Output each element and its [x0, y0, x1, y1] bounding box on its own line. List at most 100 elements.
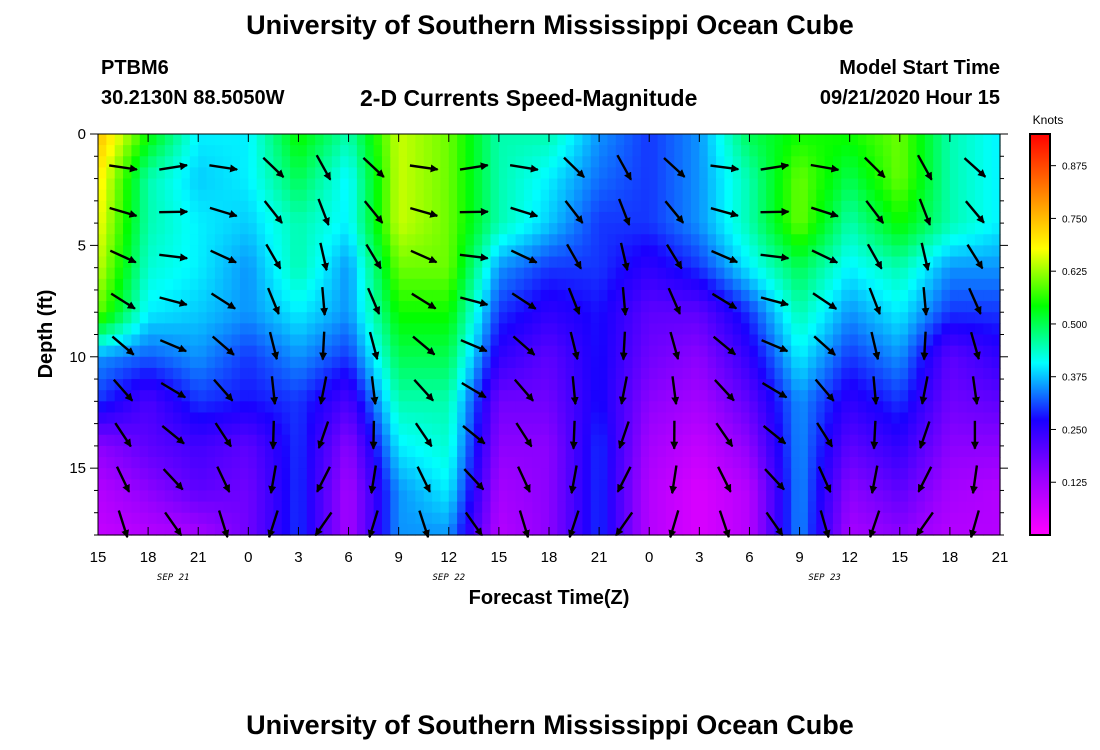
- heatmap-cell: [966, 223, 976, 235]
- heatmap-cell: [281, 211, 291, 224]
- heatmap-cell: [649, 367, 659, 380]
- heatmap-cell: [348, 189, 358, 202]
- heatmap-cell: [432, 423, 442, 436]
- x-tick-label: 15: [891, 549, 908, 566]
- heatmap-cell: [716, 457, 725, 469]
- heatmap-cell: [473, 278, 483, 291]
- heatmap-cell: [273, 401, 283, 414]
- heatmap-cell: [123, 468, 133, 480]
- heatmap-cell: [707, 289, 717, 302]
- heatmap-cell: [390, 345, 400, 358]
- current-arrow: [317, 198, 330, 226]
- heatmap-cell: [649, 390, 659, 402]
- heatmap-cell: [123, 178, 133, 191]
- heatmap-cell: [348, 445, 358, 458]
- heatmap-cell: [874, 289, 884, 302]
- heatmap-cell: [649, 289, 659, 302]
- heatmap-cell: [173, 356, 183, 369]
- heatmap-cell: [615, 145, 625, 157]
- heatmap-cell: [966, 312, 976, 324]
- heatmap-cell: [824, 423, 834, 436]
- heatmap-cell: [582, 390, 592, 402]
- heatmap-cell: [599, 289, 609, 302]
- heatmap-cell: [515, 301, 525, 313]
- current-arrow: [461, 381, 487, 399]
- heatmap-cell: [398, 301, 408, 313]
- heatmap-cell: [231, 245, 241, 258]
- heatmap-cell: [908, 356, 918, 369]
- heatmap-cell: [482, 223, 492, 235]
- heatmap-cell: [707, 434, 717, 447]
- heatmap-cell: [173, 367, 183, 380]
- heatmap-cell: [974, 200, 984, 213]
- heatmap-cell: [741, 379, 751, 391]
- heatmap-cell: [181, 434, 191, 447]
- heatmap-cell: [866, 512, 876, 525]
- heatmap-cell: [774, 490, 784, 503]
- heatmap-cell: [306, 189, 316, 202]
- heatmap-cell: [757, 323, 767, 336]
- heatmap-cell: [256, 512, 266, 525]
- heatmap-cell: [649, 523, 659, 536]
- heatmap-cell: [473, 379, 483, 391]
- heatmap-cell: [832, 278, 842, 291]
- heatmap-cell: [983, 490, 993, 503]
- heatmap-cell: [473, 445, 483, 458]
- heatmap-cell: [557, 156, 567, 169]
- heatmap-cell: [849, 412, 859, 425]
- heatmap-cell: [490, 501, 500, 514]
- heatmap-cell: [482, 457, 492, 469]
- heatmap-cell: [323, 468, 333, 480]
- heatmap-cell: [482, 390, 492, 402]
- heatmap-cell: [690, 211, 700, 224]
- heatmap-cell: [649, 223, 659, 235]
- heatmap-cell: [707, 512, 717, 525]
- heatmap-cell: [181, 189, 191, 202]
- heatmap-cell: [682, 479, 692, 492]
- heatmap-cell: [482, 468, 492, 480]
- heatmap-cell: [448, 134, 458, 146]
- heatmap-cell: [891, 211, 901, 224]
- heatmap-cell: [98, 223, 107, 235]
- heatmap-cell: [657, 289, 667, 302]
- heatmap-cell: [941, 278, 951, 291]
- heatmap-cell: [615, 134, 625, 146]
- heatmap-cell: [949, 445, 959, 458]
- heatmap-cell: [749, 256, 759, 269]
- heatmap-cell: [757, 167, 767, 180]
- heatmap-cell: [615, 356, 625, 369]
- heatmap-cell: [498, 512, 508, 525]
- heatmap-cell: [707, 323, 717, 336]
- heatmap-cell: [707, 479, 717, 492]
- heatmap-cell: [256, 200, 266, 213]
- heatmap-cell: [699, 423, 709, 436]
- heatmap-cell: [766, 312, 776, 324]
- heatmap-cell: [106, 423, 116, 436]
- heatmap-cell: [674, 401, 684, 414]
- heatmap-cell: [206, 134, 216, 146]
- colorbar-ramp: [1029, 133, 1051, 536]
- heatmap-cell: [891, 178, 901, 191]
- heatmap-cell: [908, 501, 918, 514]
- heatmap-cell: [331, 423, 341, 436]
- heatmap-cell: [891, 367, 901, 380]
- heatmap-cell: [340, 356, 350, 369]
- heatmap-cell: [323, 501, 333, 514]
- heatmap-cell: [574, 379, 584, 391]
- heatmap-cell: [273, 334, 283, 347]
- heatmap-cell: [933, 423, 943, 436]
- heatmap-cell: [590, 423, 600, 436]
- heatmap-cell: [916, 512, 926, 525]
- heatmap-cell: [98, 423, 107, 436]
- heatmap-cell: [632, 501, 642, 514]
- heatmap-cell: [281, 345, 291, 358]
- heatmap-cell: [206, 434, 216, 447]
- heatmap-cell: [757, 223, 767, 235]
- heatmap-cell: [256, 412, 266, 425]
- heatmap-cell: [640, 312, 650, 324]
- heatmap-cell: [649, 490, 659, 503]
- heatmap-cell: [306, 323, 316, 336]
- heatmap-cell: [398, 468, 408, 480]
- heatmap-cell: [340, 312, 350, 324]
- heatmap-cell: [849, 367, 859, 380]
